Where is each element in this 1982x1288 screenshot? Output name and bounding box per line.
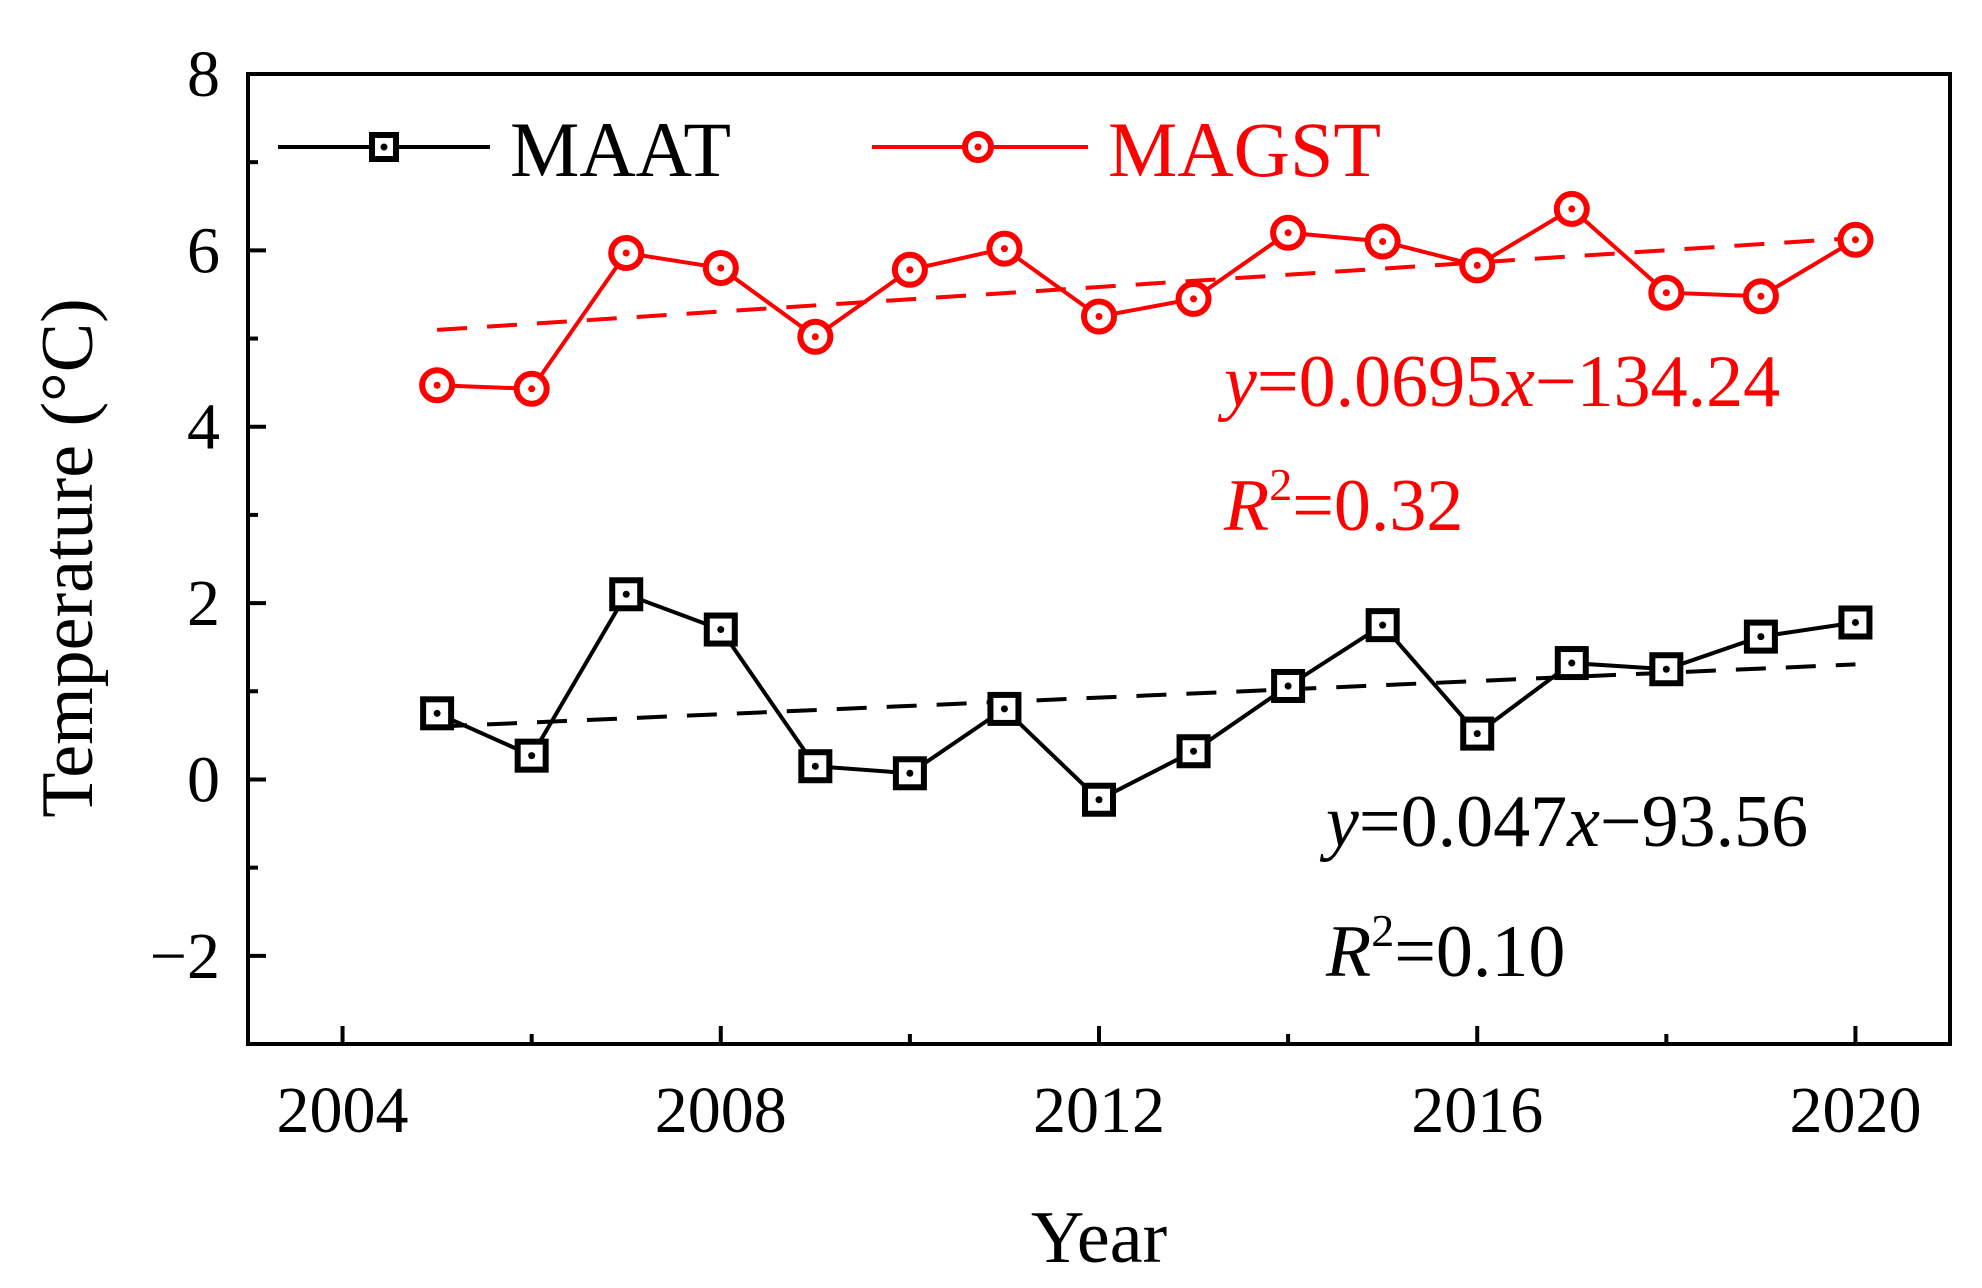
maat-trend-line bbox=[437, 662, 1856, 729]
legend-magst-label: MAGST bbox=[1108, 106, 1381, 193]
y-tick-label: 6 bbox=[187, 214, 220, 287]
maat-data-point bbox=[1838, 605, 1873, 640]
maat-data-point-dot bbox=[1568, 659, 1576, 667]
x-tick-label: 2008 bbox=[655, 1074, 787, 1147]
y-tick-label: 8 bbox=[187, 38, 220, 111]
maat-r-squared: R2=0.10 bbox=[1325, 905, 1565, 993]
magst-data-point-dot bbox=[906, 266, 914, 274]
maat-data-point-dot bbox=[1473, 730, 1481, 738]
y-tick-label: 0 bbox=[187, 743, 220, 816]
y-tick-label: 4 bbox=[187, 391, 220, 464]
y-tick-label: 2 bbox=[187, 567, 220, 640]
x-tick-label: 2004 bbox=[277, 1074, 409, 1147]
maat-data-point-dot bbox=[1095, 796, 1103, 804]
magst-data-point-dot bbox=[528, 385, 536, 393]
x-tick-label: 2016 bbox=[1411, 1074, 1543, 1147]
maat-data-point-dot bbox=[1379, 621, 1387, 629]
maat-trend-equation: y=0.047x−93.56 bbox=[1319, 781, 1808, 863]
maat-data-point-dot bbox=[811, 762, 819, 770]
magst-trend-line bbox=[436, 235, 1856, 332]
legend-magst-marker-dot bbox=[974, 143, 982, 151]
maat-data-point bbox=[609, 577, 644, 612]
maat-data-point-dot bbox=[1851, 618, 1859, 626]
magst-data-point-dot bbox=[1568, 205, 1576, 213]
maat-data-point-dot bbox=[1662, 665, 1670, 673]
magst-data-point-dot bbox=[717, 264, 725, 272]
maat-data-point-dot bbox=[622, 590, 630, 598]
magst-series-line bbox=[437, 206, 1857, 391]
maat-data-point-dot bbox=[717, 626, 725, 634]
magst-data-point-dot bbox=[1190, 295, 1198, 303]
maat-data-point-dot bbox=[906, 769, 914, 777]
magst-data-point-dot bbox=[622, 249, 630, 257]
y-axis: −2 0 2 4 6 8 bbox=[150, 38, 266, 1046]
magst-data-point-dot bbox=[1000, 245, 1008, 253]
maat-data-point bbox=[1176, 734, 1211, 769]
magst-data-point-dot bbox=[1757, 292, 1765, 300]
maat-data-point bbox=[420, 696, 455, 731]
maat-data-point-dot bbox=[1284, 682, 1292, 690]
maat-data-point-dot bbox=[1757, 633, 1765, 641]
magst-data-point-dot bbox=[1851, 236, 1859, 244]
magst-r-squared: R2=0.32 bbox=[1223, 459, 1463, 547]
legend: MAAT MAGST bbox=[278, 106, 1381, 193]
y-axis-label: Temperature (°C) bbox=[27, 298, 109, 818]
magst-data-point-dot bbox=[1095, 313, 1103, 320]
x-axis-label: Year bbox=[1031, 1197, 1167, 1279]
magst-data-point-dot bbox=[1662, 289, 1670, 297]
legend-maat-marker-dot bbox=[380, 143, 388, 151]
series-lines bbox=[436, 206, 1857, 803]
x-tick-label: 2020 bbox=[1789, 1074, 1921, 1147]
maat-data-point-dot bbox=[433, 709, 441, 717]
magst-data-point-dot bbox=[1284, 229, 1292, 237]
x-axis: 2004 2008 2012 2016 2020 bbox=[277, 1026, 1921, 1147]
magst-data-point-dot bbox=[1473, 261, 1481, 269]
maat-data-point bbox=[1365, 608, 1400, 643]
maat-series-line bbox=[436, 591, 1856, 803]
magst-data-point-dot bbox=[433, 381, 441, 389]
magst-trend-equation: y=0.0695x−134.24 bbox=[1217, 341, 1780, 423]
legend-maat-label: MAAT bbox=[510, 106, 731, 193]
maat-data-point-dot bbox=[1000, 705, 1008, 713]
maat-data-point-dot bbox=[528, 752, 536, 760]
maat-data-point bbox=[1649, 652, 1684, 687]
series-markers bbox=[419, 190, 1874, 817]
magst-data-point-dot bbox=[811, 333, 819, 341]
magst-data-point-dot bbox=[1379, 238, 1387, 246]
maat-data-point-dot bbox=[1190, 747, 1198, 755]
trend-lines bbox=[436, 235, 1856, 729]
y-tick-label: −2 bbox=[150, 920, 220, 993]
x-tick-label: 2012 bbox=[1033, 1074, 1165, 1147]
